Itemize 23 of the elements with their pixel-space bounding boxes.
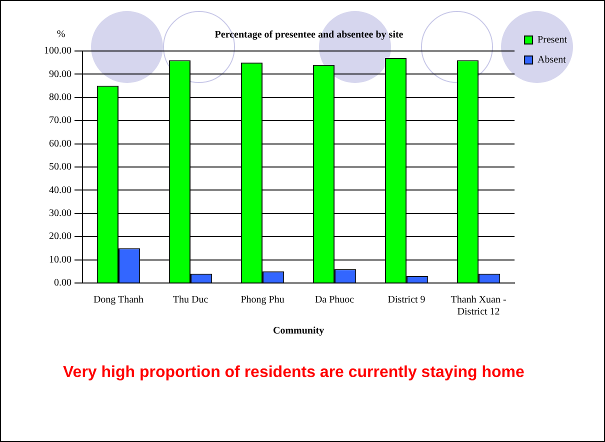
x-tick-label: Thu Duc	[172, 294, 209, 306]
y-tick-label: 40.00	[49, 184, 72, 196]
y-tick-label: 10.00	[49, 254, 72, 266]
y-tick-label: 100.00	[44, 46, 72, 57]
legend-label: Absent	[538, 54, 566, 66]
y-axis-title: %	[56, 29, 66, 40]
x-axis-title: Community	[272, 326, 324, 337]
text: Very high proportion of residents are currently staying home	[63, 363, 526, 383]
x-tick-label: Thanh Xuan - District 12	[450, 294, 506, 318]
y-tick-label: 0.00	[54, 278, 72, 289]
x-tick-label: Dong Thanh	[93, 294, 144, 306]
x-tick-label: Da Phuoc	[314, 294, 355, 306]
chart-title: Percentage of presentee and absentee by site	[214, 30, 404, 41]
y-tick-label: 80.00	[49, 92, 72, 104]
y-tick-label: 70.00	[49, 115, 72, 126]
y-tick-label: 30.00	[49, 208, 72, 220]
y-tick-label: 50.00	[49, 162, 72, 173]
y-tick-label: 90.00	[49, 68, 72, 80]
y-tick-label: 20.00	[49, 231, 72, 242]
x-tick-label: Phong Phu	[240, 294, 284, 306]
x-tick-label: District 9	[388, 294, 426, 306]
y-tick-label: 60.00	[49, 138, 72, 150]
legend-label: Present	[538, 34, 568, 46]
